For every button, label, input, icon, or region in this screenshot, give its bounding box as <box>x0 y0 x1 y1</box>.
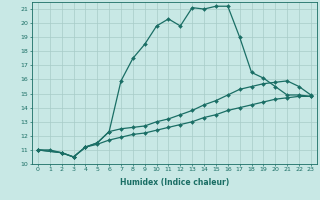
X-axis label: Humidex (Indice chaleur): Humidex (Indice chaleur) <box>120 178 229 187</box>
